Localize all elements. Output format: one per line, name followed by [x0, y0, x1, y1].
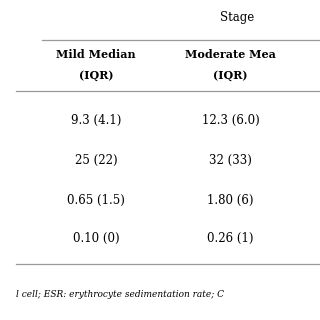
Text: 32 (33): 32 (33) — [209, 154, 252, 166]
Text: 25 (22): 25 (22) — [75, 154, 117, 166]
Text: Mild Median: Mild Median — [56, 49, 136, 60]
Text: l cell; ESR: erythrocyte sedimentation rate; C: l cell; ESR: erythrocyte sedimentation r… — [16, 290, 224, 299]
Text: (IQR): (IQR) — [213, 70, 248, 81]
Text: 1.80 (6): 1.80 (6) — [207, 194, 254, 206]
Text: 0.10 (0): 0.10 (0) — [73, 232, 119, 245]
Text: 12.3 (6.0): 12.3 (6.0) — [202, 114, 259, 126]
Text: Stage: Stage — [220, 11, 254, 24]
Text: Moderate Mea: Moderate Mea — [185, 49, 276, 60]
Text: 0.26 (1): 0.26 (1) — [207, 232, 254, 245]
Text: (IQR): (IQR) — [79, 70, 113, 81]
Text: 9.3 (4.1): 9.3 (4.1) — [71, 114, 121, 126]
Text: 0.65 (1.5): 0.65 (1.5) — [67, 194, 125, 206]
